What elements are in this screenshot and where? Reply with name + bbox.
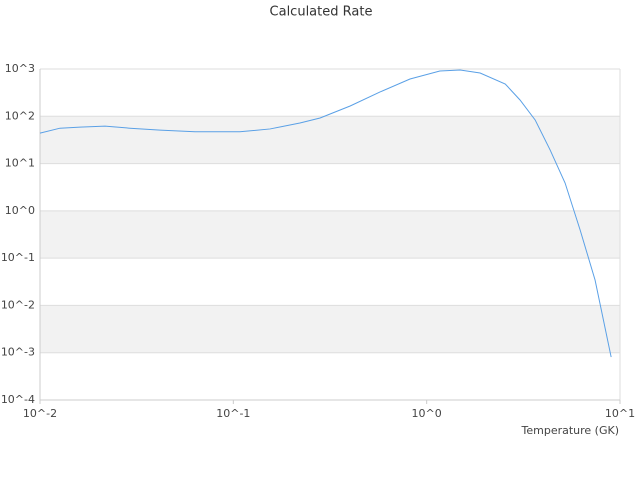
x-tick-label: 10^0 xyxy=(412,407,442,420)
grid-band xyxy=(40,116,620,164)
y-tick-label: 10^-4 xyxy=(1,393,35,406)
grid-band xyxy=(40,305,620,353)
y-tick-label: 10^1 xyxy=(5,157,35,170)
y-tick-label: 10^-2 xyxy=(1,298,35,311)
y-tick-label: 10^2 xyxy=(5,109,35,122)
chart-title: Calculated Rate xyxy=(270,5,373,20)
y-tick-label: 10^-3 xyxy=(1,346,35,359)
x-tick-label: 10^-2 xyxy=(23,407,57,420)
x-tick-label: 10^1 xyxy=(605,407,635,420)
x-tick-label: 10^-1 xyxy=(216,407,250,420)
x-axis-label: Temperature (GK) xyxy=(521,424,620,437)
y-tick-label: 10^-1 xyxy=(1,251,35,264)
y-tick-label: 10^0 xyxy=(5,204,35,217)
data-line xyxy=(39,69,612,358)
grid-band xyxy=(40,210,620,259)
y-tick-label: 10^3 xyxy=(5,62,35,75)
